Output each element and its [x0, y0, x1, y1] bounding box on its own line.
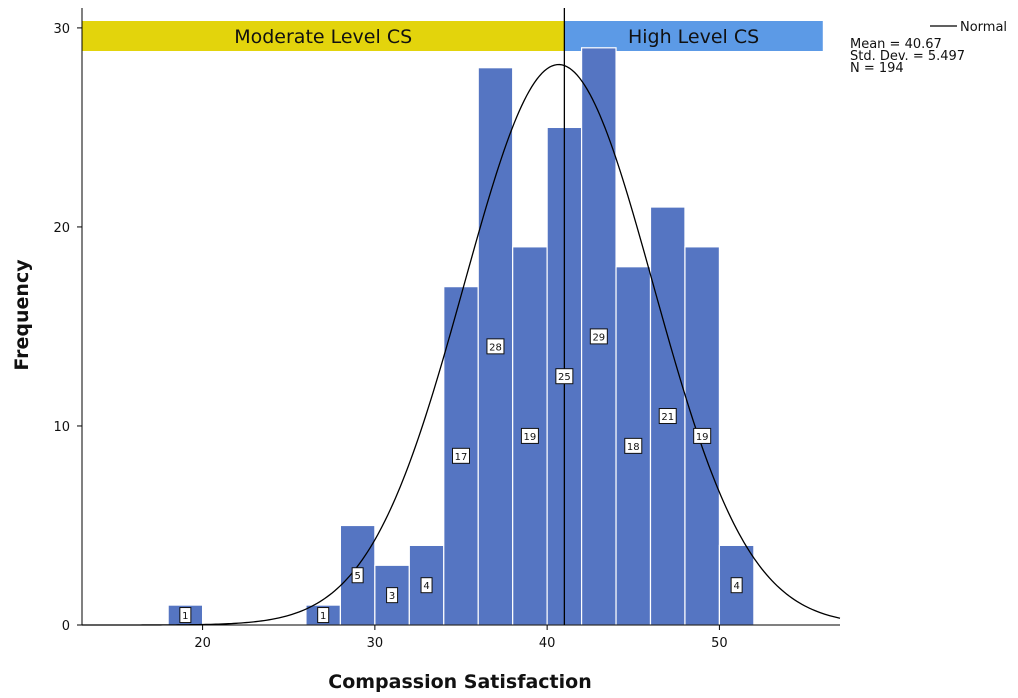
y-axis-title: Frequency	[11, 259, 33, 371]
band-label-0: Moderate Level CS	[234, 26, 412, 48]
data-label-3: 3	[386, 587, 399, 604]
data-label-text-8: 25	[558, 372, 571, 383]
data-label-10: 18	[624, 437, 643, 454]
x-tick-label-2: 40	[539, 636, 556, 651]
legend-stat-0: Mean = 40.67	[850, 37, 942, 52]
y-tick-label-2: 20	[53, 221, 70, 236]
data-label-4: 4	[420, 577, 433, 594]
data-label-5: 17	[452, 447, 470, 464]
data-label-2: 5	[351, 567, 364, 584]
band-label-1: High Level CS	[628, 26, 759, 48]
legend-stat-1: Std. Dev. = 5.497	[850, 49, 965, 64]
x-axis-title: Compassion Satisfaction	[328, 671, 591, 693]
data-label-text-6: 28	[489, 342, 502, 353]
category-bands: Moderate Level CS High Level CS	[82, 21, 823, 51]
data-label-0: 1	[179, 607, 192, 624]
data-label-text-7: 19	[524, 432, 537, 443]
y-tick-label-1: 10	[53, 420, 70, 435]
data-label-8: 25	[555, 368, 574, 385]
data-label-11: 21	[658, 408, 677, 425]
data-label-12: 19	[693, 427, 712, 444]
legend-stat-2: N = 194	[850, 61, 904, 76]
histogram-bars	[167, 47, 755, 626]
legend-normal-label: Normal	[960, 20, 1007, 35]
data-label-text-9: 29	[592, 332, 605, 343]
axes: 20 30 40 50 0 10 20 30	[53, 8, 840, 651]
data-label-text-2: 5	[354, 571, 360, 582]
data-label-text-12: 19	[696, 432, 709, 443]
bar-data-labels: 1 1 5 3 4 17 28 19 25 29 18 21 19 4	[179, 328, 743, 624]
x-tick-label-3: 50	[711, 636, 728, 651]
data-label-text-0: 1	[182, 611, 188, 622]
x-tick-label-1: 30	[367, 636, 384, 651]
band-1	[564, 21, 823, 51]
data-label-text-13: 4	[733, 581, 739, 592]
data-label-text-10: 18	[627, 442, 640, 453]
data-label-text-3: 3	[389, 591, 395, 602]
x-tick-label-0: 20	[194, 636, 211, 651]
band-0	[82, 21, 565, 51]
data-label-text-11: 21	[661, 412, 674, 423]
y-tick-label-0: 0	[62, 619, 70, 634]
data-label-6: 28	[486, 338, 505, 355]
data-label-text-5: 17	[455, 452, 468, 463]
data-label-9: 29	[589, 328, 608, 345]
data-label-text-1: 1	[320, 611, 326, 622]
normal-curve-layer	[82, 8, 841, 626]
data-label-7: 19	[520, 427, 539, 444]
data-label-13: 4	[730, 577, 743, 594]
y-tick-label-3: 30	[53, 22, 70, 37]
normal-curve	[82, 63, 841, 626]
data-label-text-4: 4	[423, 581, 429, 592]
data-label-1: 1	[317, 607, 330, 624]
